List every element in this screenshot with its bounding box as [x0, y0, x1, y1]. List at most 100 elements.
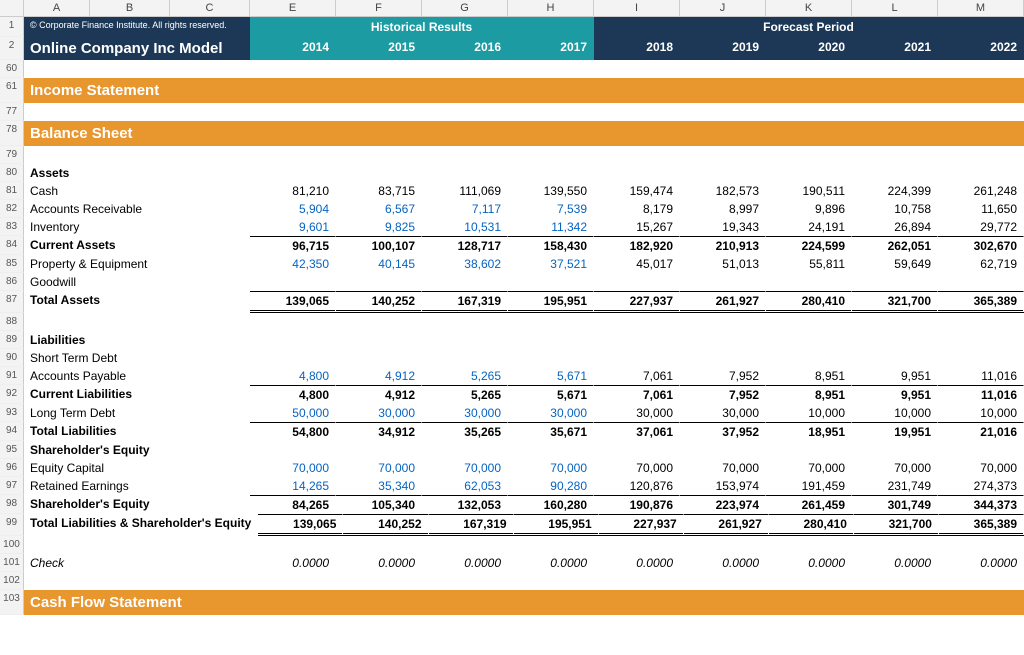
- data-cell[interactable]: [508, 273, 594, 291]
- data-cell[interactable]: 9,601: [250, 218, 336, 236]
- data-cell[interactable]: 132,053: [422, 495, 508, 514]
- data-cell[interactable]: 21,016: [938, 422, 1024, 441]
- data-cell[interactable]: [766, 349, 852, 367]
- data-cell[interactable]: 37,061: [594, 422, 680, 441]
- data-cell[interactable]: 195,951: [508, 291, 594, 313]
- data-cell[interactable]: 4,912: [336, 385, 422, 404]
- data-cell[interactable]: 30,000: [680, 404, 766, 422]
- data-cell[interactable]: 195,951: [514, 514, 599, 536]
- data-cell[interactable]: 8,951: [766, 367, 852, 385]
- row-number[interactable]: 92: [0, 385, 24, 404]
- row-number[interactable]: 100: [0, 536, 24, 554]
- col-header-j[interactable]: J: [680, 0, 766, 16]
- data-cell[interactable]: 11,016: [938, 367, 1024, 385]
- data-cell[interactable]: [250, 349, 336, 367]
- data-cell[interactable]: 190,876: [594, 495, 680, 514]
- data-cell[interactable]: 4,912: [336, 367, 422, 385]
- data-cell[interactable]: 302,670: [938, 236, 1024, 255]
- row-number[interactable]: 78: [0, 121, 24, 146]
- data-cell[interactable]: 5,904: [250, 200, 336, 218]
- data-cell[interactable]: 4,800: [250, 367, 336, 385]
- data-cell[interactable]: 11,016: [938, 385, 1024, 404]
- data-cell[interactable]: 70,000: [680, 459, 766, 477]
- data-cell[interactable]: 5,671: [508, 367, 594, 385]
- data-cell[interactable]: [336, 349, 422, 367]
- data-cell[interactable]: 0.0000: [938, 554, 1024, 572]
- data-cell[interactable]: 227,937: [599, 514, 684, 536]
- data-cell[interactable]: 224,599: [766, 236, 852, 255]
- data-cell[interactable]: 62,053: [422, 477, 508, 495]
- data-cell[interactable]: 167,319: [429, 514, 514, 536]
- data-cell[interactable]: 139,065: [258, 514, 343, 536]
- data-cell[interactable]: 160,280: [508, 495, 594, 514]
- row-number[interactable]: 80: [0, 164, 24, 182]
- data-cell[interactable]: 51,013: [680, 255, 766, 273]
- row-number[interactable]: 82: [0, 200, 24, 218]
- row-number[interactable]: 77: [0, 103, 24, 121]
- data-cell[interactable]: 30,000: [508, 404, 594, 422]
- row-number[interactable]: 102: [0, 572, 24, 590]
- data-cell[interactable]: 8,951: [766, 385, 852, 404]
- row-number[interactable]: 84: [0, 236, 24, 255]
- data-cell[interactable]: 70,000: [594, 459, 680, 477]
- data-cell[interactable]: [422, 349, 508, 367]
- data-cell[interactable]: 0.0000: [852, 554, 938, 572]
- data-cell[interactable]: 8,997: [680, 200, 766, 218]
- col-header-l[interactable]: L: [852, 0, 938, 16]
- data-cell[interactable]: [938, 273, 1024, 291]
- data-cell[interactable]: [422, 273, 508, 291]
- data-cell[interactable]: 261,927: [680, 291, 766, 313]
- data-cell[interactable]: 105,340: [336, 495, 422, 514]
- row-number[interactable]: 87: [0, 291, 24, 313]
- data-cell[interactable]: 0.0000: [508, 554, 594, 572]
- data-cell[interactable]: 0.0000: [336, 554, 422, 572]
- data-cell[interactable]: 120,876: [594, 477, 680, 495]
- data-cell[interactable]: 7,061: [594, 367, 680, 385]
- row-number[interactable]: 79: [0, 146, 24, 164]
- data-cell[interactable]: 70,000: [508, 459, 594, 477]
- data-cell[interactable]: 0.0000: [250, 554, 336, 572]
- col-header-b[interactable]: B: [90, 0, 170, 16]
- data-cell[interactable]: 153,974: [680, 477, 766, 495]
- data-cell[interactable]: 365,389: [938, 291, 1024, 313]
- data-cell[interactable]: 42,350: [250, 255, 336, 273]
- data-cell[interactable]: [594, 273, 680, 291]
- year-2020[interactable]: 2020: [766, 37, 852, 60]
- data-cell[interactable]: 4,800: [250, 385, 336, 404]
- data-cell[interactable]: 301,749: [852, 495, 938, 514]
- data-cell[interactable]: [250, 273, 336, 291]
- data-cell[interactable]: 9,825: [336, 218, 422, 236]
- select-all-corner[interactable]: [0, 0, 24, 16]
- data-cell[interactable]: 70,000: [250, 459, 336, 477]
- row-number[interactable]: 61: [0, 78, 24, 103]
- data-cell[interactable]: 30,000: [422, 404, 508, 422]
- data-cell[interactable]: 11,650: [938, 200, 1024, 218]
- data-cell[interactable]: 224,399: [852, 182, 938, 200]
- data-cell[interactable]: 231,749: [852, 477, 938, 495]
- data-cell[interactable]: 182,573: [680, 182, 766, 200]
- data-cell[interactable]: 7,539: [508, 200, 594, 218]
- row-number[interactable]: 83: [0, 218, 24, 236]
- data-cell[interactable]: 10,000: [852, 404, 938, 422]
- data-cell[interactable]: 10,000: [766, 404, 852, 422]
- data-cell[interactable]: 167,319: [422, 291, 508, 313]
- data-cell[interactable]: 40,145: [336, 255, 422, 273]
- data-cell[interactable]: 7,952: [680, 367, 766, 385]
- data-cell[interactable]: 54,800: [250, 422, 336, 441]
- data-cell[interactable]: 62,719: [938, 255, 1024, 273]
- row-number[interactable]: 85: [0, 255, 24, 273]
- data-cell[interactable]: 96,715: [250, 236, 336, 255]
- col-header-k[interactable]: K: [766, 0, 852, 16]
- col-header-g[interactable]: G: [422, 0, 508, 16]
- data-cell[interactable]: [594, 349, 680, 367]
- data-cell[interactable]: 90,280: [508, 477, 594, 495]
- data-cell[interactable]: 321,700: [854, 514, 939, 536]
- row-number[interactable]: 90: [0, 349, 24, 367]
- data-cell[interactable]: 7,952: [680, 385, 766, 404]
- data-cell[interactable]: 190,511: [766, 182, 852, 200]
- data-cell[interactable]: 70,000: [938, 459, 1024, 477]
- data-cell[interactable]: 37,952: [680, 422, 766, 441]
- row-number[interactable]: 101: [0, 554, 24, 572]
- year-2019[interactable]: 2019: [680, 37, 766, 60]
- data-cell[interactable]: 10,758: [852, 200, 938, 218]
